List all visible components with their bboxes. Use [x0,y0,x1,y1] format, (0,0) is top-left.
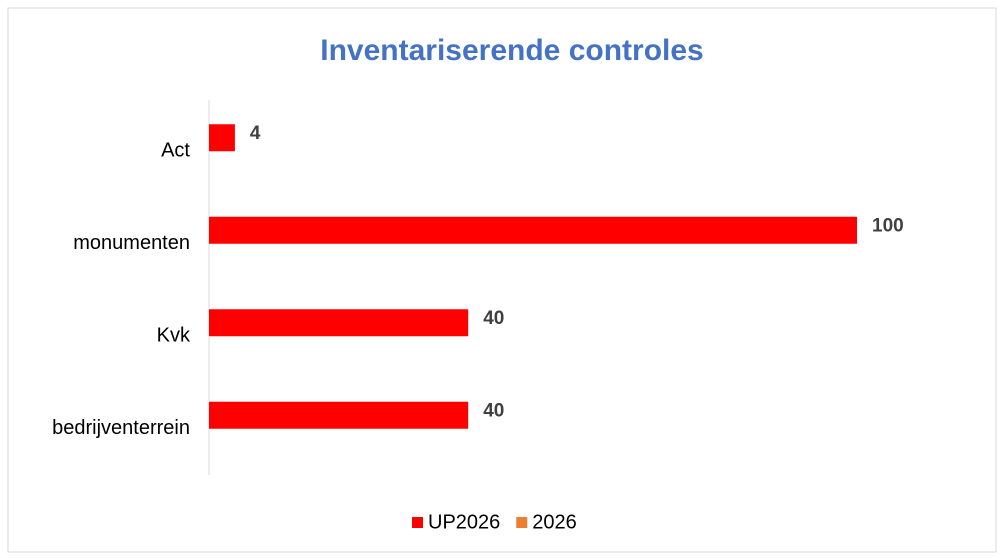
chart-title: Inventariserende controles [320,34,703,67]
bar [209,216,857,244]
data-label: 40 [483,308,504,329]
legend-label: UP2026 [428,511,500,533]
chart-border [7,7,997,553]
y-tick-label: Kvk [157,325,191,347]
data-label: 40 [483,400,504,421]
legend-label: 2026 [532,511,577,533]
legend-swatch [412,517,423,528]
data-label: 4 [250,123,261,144]
bar [209,401,469,429]
legend-swatch [516,517,528,528]
data-label: 100 [872,215,904,236]
y-tick-label: Act [161,140,190,162]
y-tick-label: monumenten [73,232,190,254]
y-tick-label: bedrijventerrein [52,417,190,439]
bar [209,124,235,152]
bar [209,309,469,337]
